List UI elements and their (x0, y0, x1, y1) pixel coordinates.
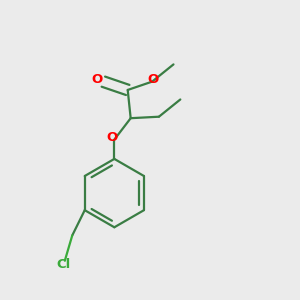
Text: O: O (147, 73, 159, 86)
Text: O: O (106, 131, 118, 144)
Text: O: O (91, 74, 102, 86)
Text: Cl: Cl (56, 258, 70, 271)
